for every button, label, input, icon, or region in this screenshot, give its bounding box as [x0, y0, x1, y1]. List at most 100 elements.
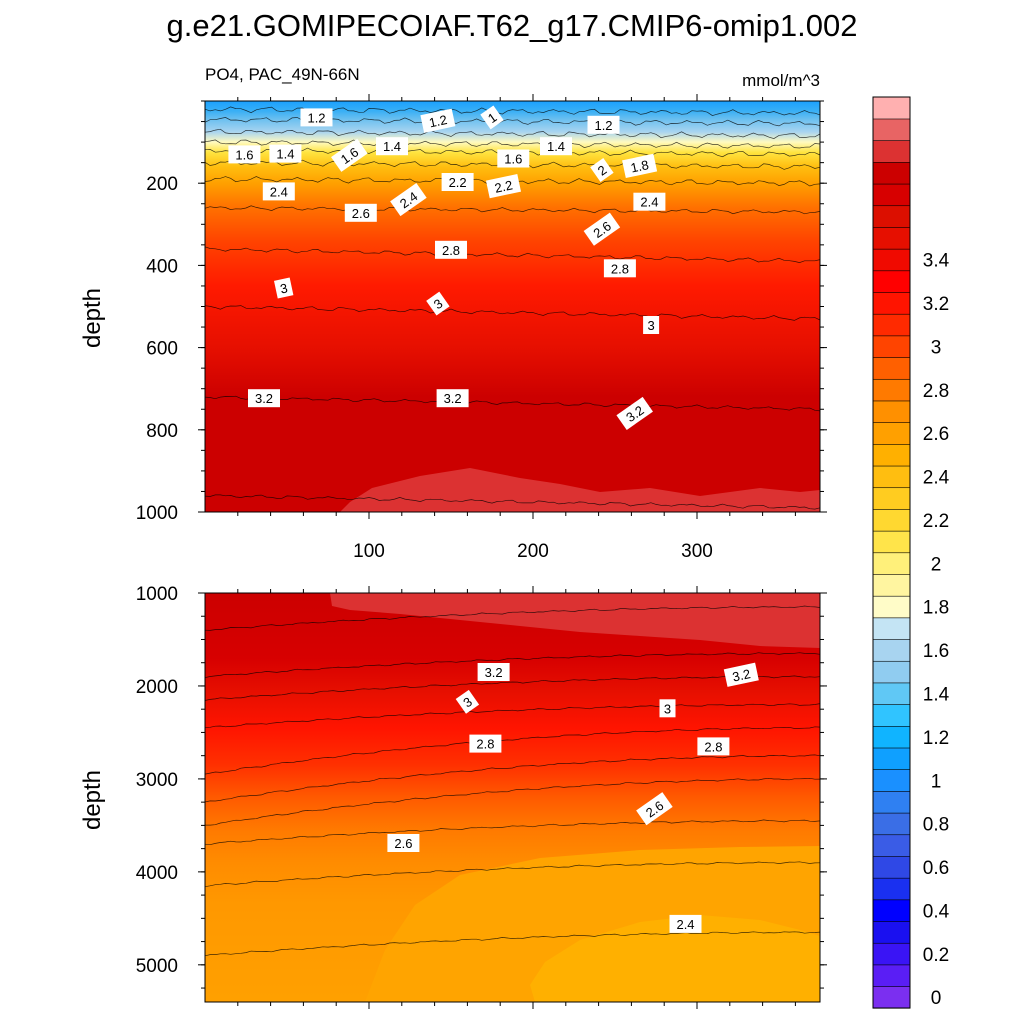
contour-label-text: 2.2: [449, 175, 467, 190]
colorbar-swatch: [872, 595, 911, 619]
contour-line: [205, 777, 821, 826]
lower-axes: 1000 2000 3000 4000 5000: [136, 584, 827, 1009]
contour-line: [204, 605, 821, 631]
contour-label: 2.8: [469, 734, 502, 753]
chart-title: g.e21.GOMIPECOIAF.T62_g17.CMIP6-omip1.00…: [167, 8, 858, 43]
contour-label: 2.6: [636, 792, 673, 826]
lower-contour-labels: 3.2 3.2 3 3 2.8 2.8 2.6 2.6 2.4: [387, 662, 759, 933]
contour-label-text: 3.2: [485, 665, 503, 680]
y-tick-label: 200: [146, 174, 178, 195]
colorbar-swatch: [872, 986, 911, 1009]
colorbar-swatch: [872, 96, 911, 120]
colorbar-swatch: [872, 638, 911, 662]
upper-contour-labels: 1.2 1.2 1 1.2 1.6 1.4 1.6 1.4 1.4 1.6 2 1.8 2.4 2.6 2.…: [228, 105, 666, 430]
contour-label: 2.6: [583, 212, 621, 246]
contour-label: 3: [455, 689, 480, 714]
contour-label: 3: [643, 316, 660, 334]
contour-line: [204, 395, 821, 412]
contour-label-text: 3.2: [255, 391, 273, 406]
contour-label-text: 2.8: [476, 737, 494, 752]
colorbar-swatch: [872, 291, 911, 315]
contour-label-text: 3.2: [731, 666, 752, 684]
contour-label-text: 2.4: [676, 917, 694, 932]
contour-label: 1.6: [331, 138, 368, 172]
colorbar-tick-label: 3.4: [923, 251, 950, 272]
colorbar-frame: [872, 96, 911, 1009]
contour-label-text: 2.2: [493, 177, 514, 195]
lower-panel-frame: [204, 592, 821, 1003]
contour-line: [204, 754, 821, 803]
colorbar-swatch: [872, 118, 911, 141]
y-tick-label: 2000: [136, 677, 178, 698]
contour-label: 3: [274, 277, 294, 299]
y-tick-label: 3000: [136, 770, 178, 791]
colorbar-tick-label: 3: [931, 337, 942, 358]
lower-upper-region: [330, 593, 820, 648]
colorbar-tick-label: 2.6: [923, 424, 949, 445]
colorbar-swatch: [872, 161, 911, 185]
colorbar-tick-label: 1.4: [923, 685, 950, 706]
colorbar-swatch: [872, 834, 911, 857]
contour-label: 3: [426, 291, 450, 316]
colorbar-swatch: [872, 704, 911, 727]
colorbar-swatch: [872, 140, 911, 163]
colorbar-swatch: [872, 335, 911, 358]
colorbar-swatch: [872, 487, 911, 510]
contour-label: 2.4: [633, 192, 666, 211]
contour-label: 1.2: [300, 108, 333, 127]
contour-line: [204, 494, 821, 510]
upper-deep-region: [340, 468, 820, 512]
colorbar-swatch: [872, 617, 911, 640]
colorbar-swatch: [872, 465, 911, 489]
upper-panel-fill: [205, 101, 820, 512]
colorbar-tick-label: 0.6: [923, 858, 949, 879]
colorbar-tick-label: 0.2: [923, 945, 949, 966]
contour-label: 2.6: [344, 203, 377, 222]
upper-panel: 1.2 1.2 1 1.2 1.6 1.4 1.6 1.4 1.4 1.6 2 1.8 2.4 2.6 2.…: [136, 94, 827, 562]
contour-label-text: 1.4: [547, 139, 565, 154]
contour-label: 1.2: [420, 108, 456, 133]
contour-label-text: 1.2: [307, 110, 325, 125]
contour-label: 2.6: [387, 834, 420, 852]
colorbar-swatch: [872, 205, 911, 228]
colorbar-tick-label: 1.2: [923, 728, 949, 749]
contour-label: 1: [480, 105, 504, 130]
contour-line: [204, 931, 821, 957]
units-label: mmol/m^3: [742, 71, 820, 90]
contour-label: 1.4: [540, 137, 572, 156]
colorbar-swatch: [872, 270, 911, 293]
contour-line: [204, 726, 821, 775]
colorbar-swatch: [872, 769, 911, 792]
contour-label-text: 1.2: [594, 118, 612, 133]
contour-label-text: 1.2: [428, 112, 449, 130]
contour-label-text: 2.4: [640, 195, 658, 210]
colorbar-swatch: [872, 226, 911, 250]
contour-label: 3.2: [436, 389, 469, 408]
contour-line: [204, 139, 821, 149]
contour-label-text: 2.6: [394, 836, 412, 851]
colorbar-swatch: [872, 812, 911, 836]
colorbar: 0 0.2 0.4 0.6 0.8 1 1.2 1.4 1.6 1.8 2 2.2 2.4 2.6 2.8 3…: [872, 96, 950, 1009]
contour-line: [204, 246, 821, 263]
contour-label: 3.2: [477, 663, 510, 681]
contour-label-text: 1.4: [383, 139, 401, 154]
contour-label-text: 2.6: [352, 206, 370, 221]
colorbar-swatch: [872, 920, 911, 944]
lower-core-region: [530, 915, 820, 1002]
lower-panel: 3.2 3.2 3 3 2.8 2.8 2.6 2.6 2.4 1000 2000 3000 4000…: [136, 584, 827, 1009]
colorbar-swatch: [872, 183, 911, 207]
upper-ylabel: depth: [79, 288, 106, 348]
y-tick-label: 1000: [136, 584, 178, 605]
colorbar-swatch: [872, 378, 911, 402]
colorbar-tick-label: 1.8: [923, 598, 949, 619]
y-tick-label: 800: [146, 421, 178, 442]
contour-line: [204, 703, 821, 729]
contour-label: 1.6: [497, 149, 530, 168]
colorbar-swatch: [872, 747, 911, 771]
contour-line: [204, 305, 821, 321]
colorbar-tick-label: 0.4: [923, 901, 950, 922]
colorbar-tick-label: 2.2: [923, 511, 949, 532]
y-tick-label: 1000: [136, 503, 178, 524]
contour-label-text: 1.8: [629, 157, 650, 175]
